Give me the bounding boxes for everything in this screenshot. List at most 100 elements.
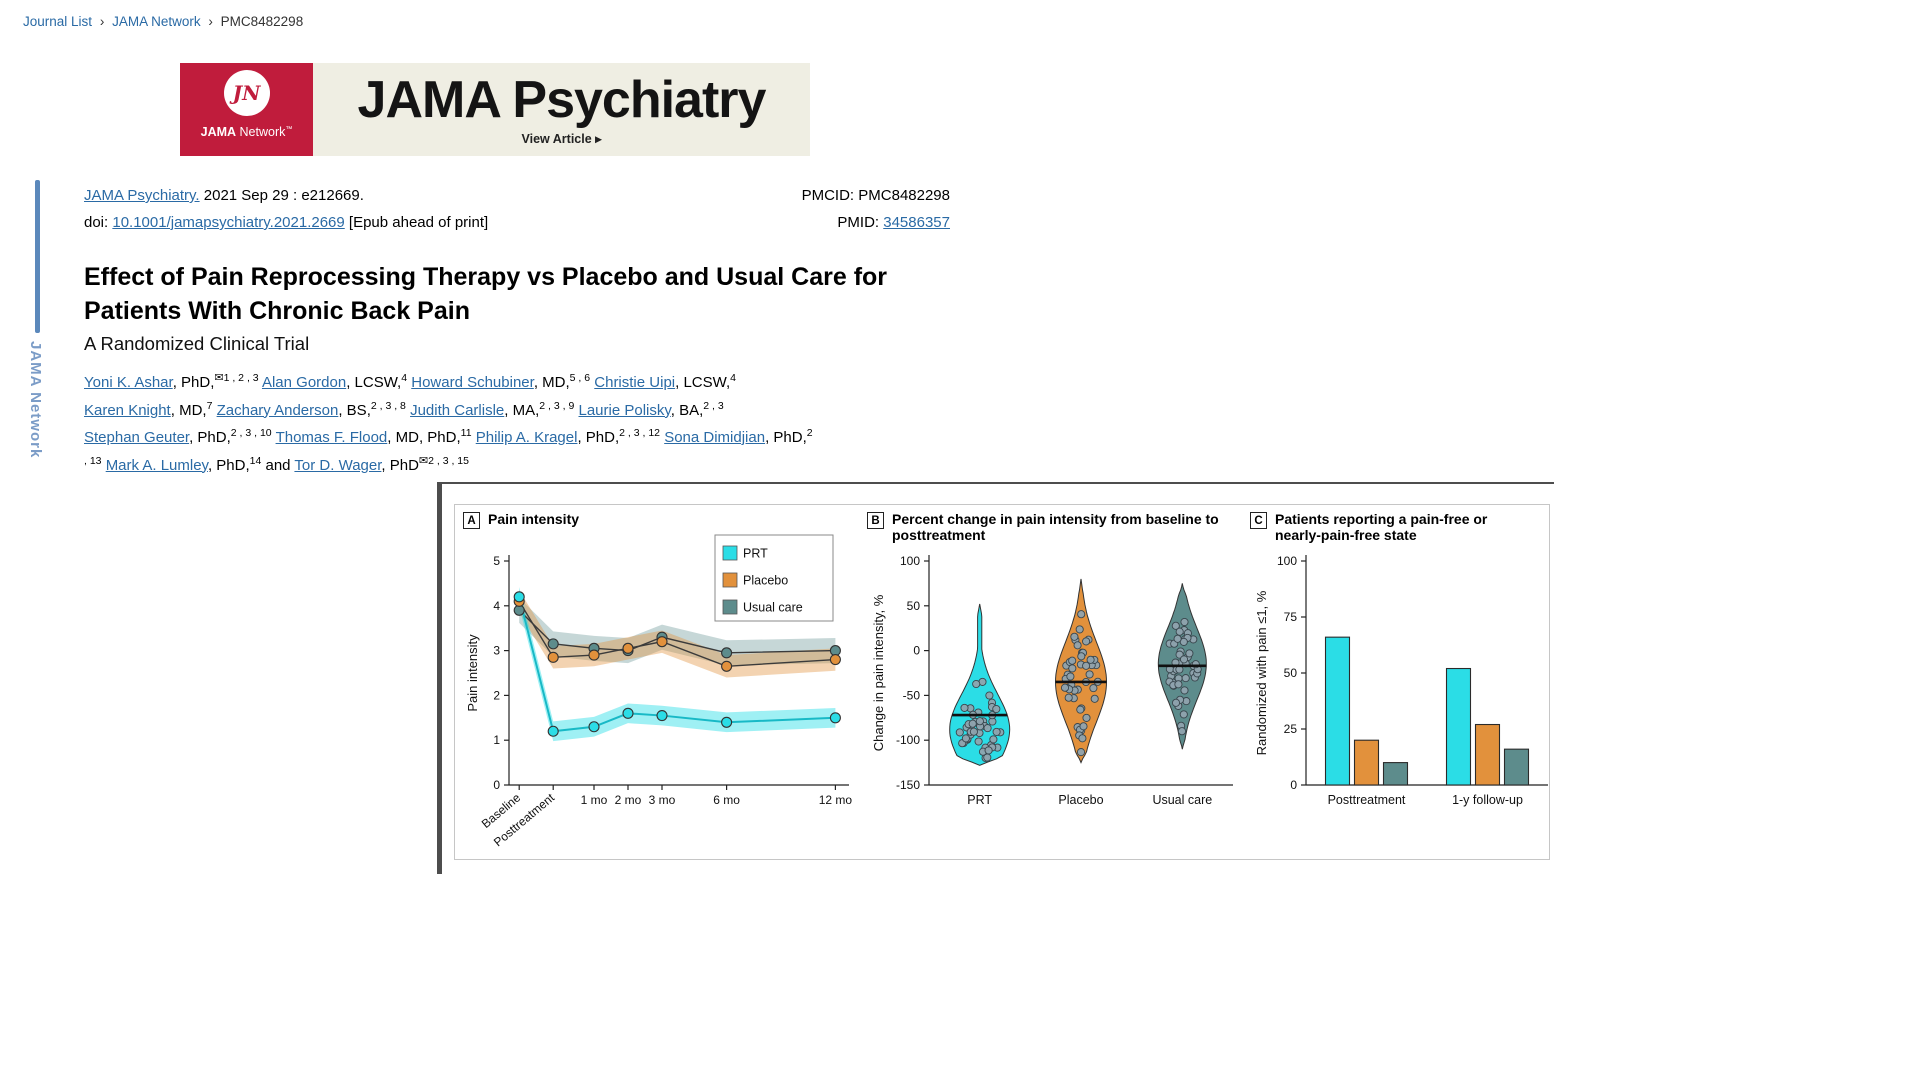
violin-dot [1171,621,1180,630]
author-link[interactable]: Yoni K. Ashar [84,374,173,391]
affiliation-superscript[interactable]: 7 [206,399,213,412]
author-link[interactable]: Thomas F. Flood [275,429,388,446]
violin-dot [1082,637,1091,646]
x-tick-label: 2 mo [615,793,642,807]
violin-dot [992,727,1001,736]
affiliation-superscript[interactable]: 2 , 3 [703,399,724,412]
affiliation-superscript[interactable]: 2 , 3 , 15 [428,454,469,467]
bar [1324,636,1351,786]
y-axis-label: Pain intensity [465,634,480,712]
x-tick-label: 1 mo [581,793,608,807]
author-text: , BA, [670,401,704,419]
figure-panel-a: A Pain intensity 0 1 2 3 4 5 Baseline Posttreat… [463,509,865,857]
author-link[interactable]: Zachary Anderson [216,401,339,419]
figure-panel-b: B Percent change in pain intensity from … [867,509,1243,857]
y-tick-label: 50 [907,599,921,613]
citation-date: 2021 Sep 29 : e212669. [199,187,364,204]
author-link[interactable]: Philip A. Kragel [475,429,578,446]
violin-dot [1090,694,1099,703]
y-tick-label: 3 [493,644,500,658]
sidebar-accent-bar [35,180,40,333]
violin-dot [1075,625,1084,634]
author-link[interactable]: Tor D. Wager [294,456,382,474]
data-point [829,654,841,666]
citation-line-2: doi: 10.1001/jamapsychiatry.2021.2669 [E… [84,209,488,236]
violin-dot [1068,656,1077,665]
y-tick-label: 0 [1290,778,1297,792]
journal-banner[interactable]: JN JAMA Network™ JAMA Psychiatry View Ar… [180,63,810,156]
affiliation-superscript[interactable]: 1 , 2 , 3 [223,372,259,384]
y-tick-label: -100 [896,733,920,747]
breadcrumb-current: PMC8482298 [220,14,304,29]
breadcrumb-jama-network[interactable]: JAMA Network [112,14,201,29]
author-text: , PhD, [172,374,215,391]
author-text: , MA, [504,401,540,419]
affiliation-superscript[interactable]: 11 [460,427,472,439]
legend-swatch [722,572,738,588]
pmcid-line: PMCID: PMC8482298 [700,182,950,209]
y-tick-label: 0 [493,778,500,792]
affiliation-superscript[interactable]: 2 , 3 , 10 [230,427,272,439]
affiliation-superscript[interactable]: 2 [806,427,813,439]
author-link[interactable]: Stephan Geuter [84,429,190,446]
violin-dot [974,737,983,746]
data-point [547,651,559,663]
breadcrumb-journal-list[interactable]: Journal List [23,14,93,29]
author-link[interactable]: Mark A. Lumley [105,456,208,474]
view-article-link[interactable]: View Article ▸ [522,131,602,146]
bar [1353,739,1380,786]
data-point [513,591,525,603]
pmid-label: PMID: [837,214,884,231]
author-link[interactable]: Alan Gordon [261,374,347,391]
corresponding-author-icon[interactable]: ✉ [418,454,429,467]
data-point [656,710,668,722]
journal-ref-link[interactable]: JAMA Psychiatry. [84,187,200,204]
panel-b-title: Percent change in pain intensity from ba… [892,511,1219,543]
violin-dot [1180,686,1189,695]
violin-dot [1076,705,1085,714]
affiliation-superscript[interactable]: 2 , 3 , 12 [619,427,661,439]
violin-dot [1068,664,1077,673]
y-axis-label: Randomized with pain ≤1, % [1254,590,1269,755]
violin-dot [1185,649,1194,658]
violin-dot [1181,674,1190,683]
view-article-label: View Article [521,131,592,146]
affiliation-superscript[interactable]: 4 [730,372,736,384]
panel-a-header: A Pain intensity [463,511,579,529]
epub-note: [Epub ahead of print] [344,214,489,231]
breadcrumb-separator: › [208,14,213,29]
author-link[interactable]: Laurie Polisky [578,401,671,419]
author-link[interactable]: Christie Uipi [594,374,676,391]
affiliation-superscript[interactable]: 2 , 3 , 9 [539,399,575,412]
affiliation-superscript[interactable]: 4 [401,372,408,384]
author-link[interactable]: Karen Knight [84,401,171,419]
violin-dot [1079,722,1088,731]
x-tick-label: 3 mo [649,793,676,807]
pmcid-value: PMC8482298 [858,187,950,204]
affiliation-superscript[interactable]: , 13 [84,454,102,467]
author-link[interactable]: Judith Carlisle [410,401,505,419]
author-text: and [261,456,295,474]
figure-image[interactable]: A Pain intensity 0 1 2 3 4 5 Baseline Posttreat… [454,504,1550,860]
data-point [588,721,600,733]
doi-link[interactable]: 10.1001/jamapsychiatry.2021.2669 [112,214,345,231]
brand-rest: Network [239,125,286,139]
violin-dot [1179,710,1188,719]
author-link[interactable]: Sona Dimidjian [664,429,766,446]
affiliation-superscript[interactable]: 5 , 6 [569,372,591,384]
trademark: ™ [285,125,293,133]
panel-b-tag: B [867,512,884,529]
violin-dot [1077,652,1086,661]
author-text: , LCSW, [675,374,731,391]
article-subtitle: A Randomized Clinical Trial [84,333,310,354]
violin-dot [985,691,994,700]
violin-dot [1073,641,1082,650]
pmid-link[interactable]: 34586357 [883,214,950,231]
corresponding-author-icon[interactable]: ✉ [214,372,224,384]
author-link[interactable]: Howard Schubiner [411,374,534,391]
jn-monogram-icon: JN [223,70,270,116]
affiliation-superscript[interactable]: 14 [249,454,262,467]
x-tick-label: Posttreatment [1328,793,1406,807]
violin-dot [975,717,984,726]
affiliation-superscript[interactable]: 2 , 3 , 8 [370,399,406,412]
